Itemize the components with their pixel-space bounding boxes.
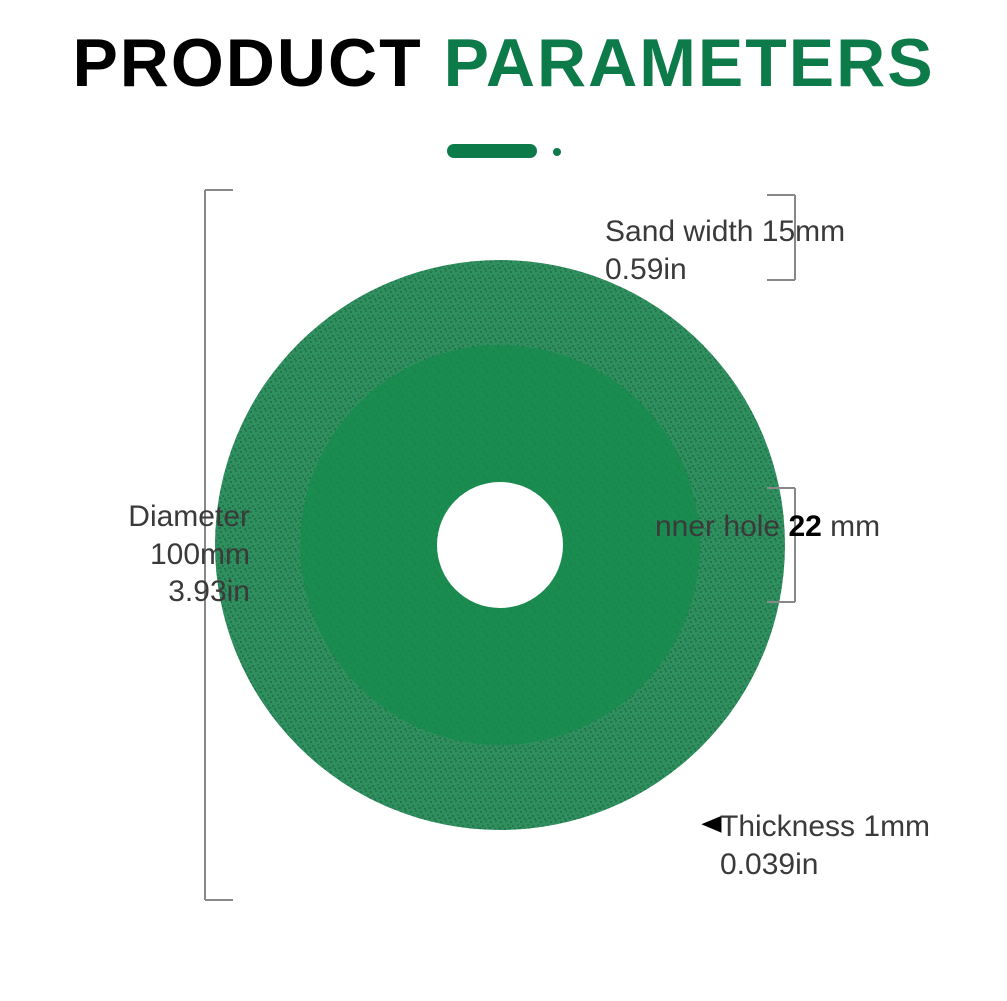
innerhole-suffix: mm [822, 510, 880, 543]
diameter-line1: Diameter 100mm [128, 500, 250, 571]
thickness-line2: 0.039in [720, 846, 1007, 884]
diameter-line2: 3.93in [20, 573, 250, 611]
product-diagram: Diameter 100mm 3.93in Sand width 15mm 0.… [0, 120, 1007, 1001]
innerhole-prefix: nner hole [655, 510, 788, 543]
sandwidth-line2: 0.59in [605, 251, 945, 289]
thickness-arrow-icon: ◀ [701, 810, 721, 836]
thickness-label: Thickness 1mm 0.039in [720, 808, 1007, 883]
inner-hole-label: nner hole 22 mm [655, 508, 995, 546]
diameter-label: Diameter 100mm 3.93in [20, 498, 250, 611]
title-word-1: PRODUCT [72, 25, 422, 101]
title-word-2: PARAMETERS [444, 25, 935, 101]
page-title: PRODUCT PARAMETERS [0, 24, 1007, 102]
sandwidth-line1: Sand width 15mm [605, 215, 845, 248]
thickness-line1: Thickness 1mm [720, 810, 930, 843]
innerhole-value: 22 [788, 510, 821, 543]
sand-width-label: Sand width 15mm 0.59in [605, 213, 945, 288]
